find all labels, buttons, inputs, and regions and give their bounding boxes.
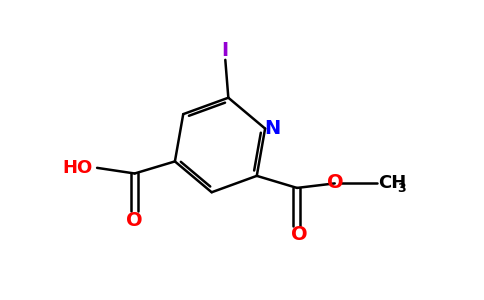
- Text: I: I: [222, 41, 229, 60]
- Text: N: N: [264, 119, 280, 138]
- Text: CH: CH: [378, 174, 406, 192]
- Text: O: O: [126, 211, 143, 230]
- Text: HO: HO: [63, 159, 93, 177]
- Text: O: O: [327, 173, 344, 192]
- Text: 3: 3: [397, 182, 406, 195]
- Text: O: O: [291, 225, 307, 244]
